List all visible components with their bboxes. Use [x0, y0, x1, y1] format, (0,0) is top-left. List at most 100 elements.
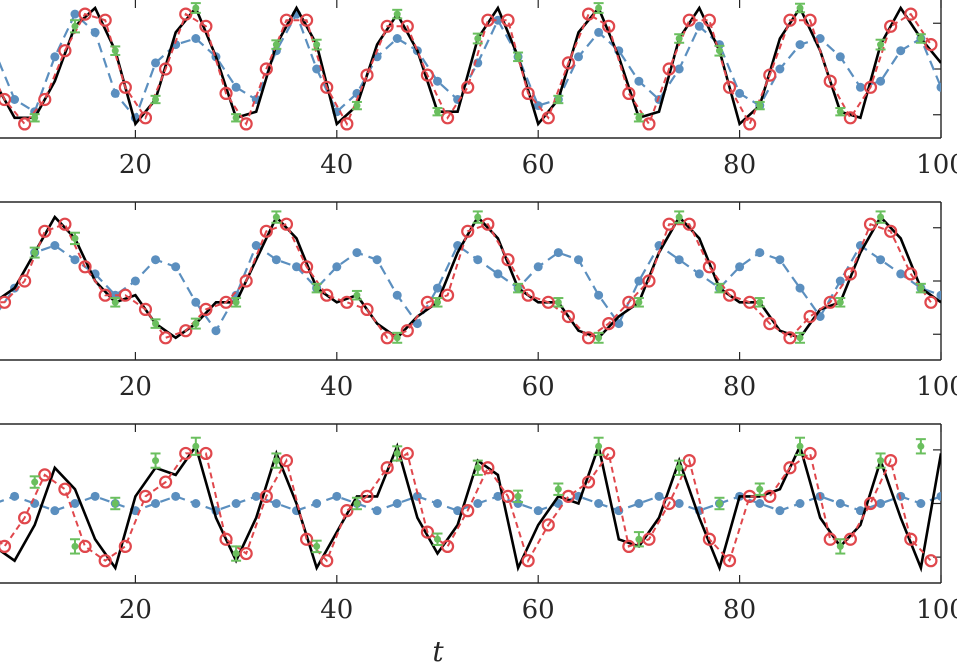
- errorbar-center: [272, 41, 280, 49]
- series-blue-point: [775, 255, 785, 265]
- errorbar-center: [272, 457, 280, 465]
- series-green-errorbar: [472, 459, 483, 476]
- errorbar-center: [836, 542, 844, 550]
- series-red-point: [461, 504, 475, 518]
- series-red-point: [823, 295, 837, 309]
- errorbar-center: [192, 320, 200, 328]
- series-blue-point: [171, 262, 181, 272]
- series-red-point: [884, 19, 898, 33]
- series-red-point: [259, 62, 273, 76]
- errorbar-center: [836, 108, 844, 116]
- series-red-point: [501, 13, 515, 27]
- series-red-point: [440, 111, 455, 125]
- series-red-point: [38, 224, 52, 238]
- series-green-errorbar: [311, 539, 322, 554]
- series-blue-point: [493, 491, 503, 501]
- series-blue-point: [251, 491, 261, 501]
- series-red-point: [501, 489, 515, 503]
- plot-area: [0, 210, 941, 345]
- series-red-point: [279, 13, 294, 27]
- series-red-point: [541, 518, 555, 532]
- series-red-point: [722, 288, 737, 302]
- errorbar-center: [554, 485, 562, 493]
- series-red-point: [400, 324, 414, 338]
- series-blue-point: [775, 506, 785, 516]
- errorbar-center: [877, 457, 885, 465]
- series-blue-point: [735, 88, 745, 98]
- series-blue-point: [896, 46, 906, 56]
- errorbar-center: [474, 464, 482, 472]
- errorbar-center: [393, 334, 401, 342]
- errorbar-center: [917, 35, 925, 42]
- errorbar-center: [796, 334, 804, 342]
- series-red-point: [78, 7, 92, 21]
- errorbar-center: [434, 298, 441, 306]
- errorbar-center: [152, 320, 160, 328]
- series-blue-point: [292, 262, 302, 272]
- errorbar-center: [514, 492, 522, 500]
- series-red-point: [219, 86, 233, 101]
- series-green-errorbar: [29, 113, 40, 123]
- series-blue-point: [90, 27, 100, 37]
- series-blue-point: [50, 241, 60, 250]
- series-green-errorbar: [553, 482, 564, 496]
- errorbar-center: [111, 47, 119, 55]
- errorbar-center: [393, 10, 401, 18]
- series-green-errorbar: [754, 482, 765, 496]
- series-blue-point: [171, 491, 181, 501]
- series-red-point: [481, 217, 495, 231]
- series-red-point: [461, 224, 475, 238]
- series-green-errorbar: [472, 210, 483, 224]
- x-tick-label: 80: [723, 595, 756, 625]
- series-blue-point: [473, 499, 483, 508]
- errorbar-center: [715, 500, 723, 507]
- series-blue-point: [835, 276, 845, 286]
- series-blue-point: [573, 255, 583, 265]
- errorbar-center: [715, 284, 723, 292]
- errorbar-center: [554, 298, 562, 306]
- series-red-point: [279, 217, 294, 231]
- series-green-errorbar: [392, 8, 403, 20]
- series-red-point: [179, 7, 193, 21]
- errorbar-center: [474, 213, 482, 221]
- series-red-line: [0, 450, 932, 564]
- series-green-errorbar: [875, 38, 886, 51]
- errorbar-center: [353, 500, 361, 507]
- series-blue-line: [0, 11, 941, 120]
- series-red-point: [743, 117, 757, 131]
- series-blue-point: [433, 76, 442, 86]
- series-red-point: [98, 288, 112, 302]
- series-green-errorbar: [754, 100, 765, 111]
- series-green-errorbar: [190, 317, 201, 330]
- series-red-point: [58, 44, 72, 58]
- series-green-errorbar: [271, 39, 282, 50]
- series-green-errorbar: [795, 436, 806, 456]
- series-blue-point: [191, 297, 201, 307]
- errorbar-center: [595, 442, 603, 450]
- series-red-point: [602, 317, 616, 331]
- series-red-point: [340, 117, 354, 131]
- series-blue-point: [433, 283, 442, 293]
- errorbar-center: [353, 291, 361, 299]
- errorbar-center: [836, 298, 844, 306]
- series-red-point: [118, 80, 132, 94]
- series-green-errorbar: [231, 545, 242, 562]
- errorbar-center: [152, 457, 160, 465]
- series-blue-point: [614, 319, 624, 329]
- series-blue-point: [493, 269, 503, 279]
- errorbar-center: [917, 442, 925, 450]
- series-red-point: [743, 295, 757, 309]
- series-blue-point: [372, 255, 382, 265]
- errorbar-center: [71, 542, 79, 550]
- series-red-point: [803, 13, 817, 27]
- series-red-point: [179, 446, 193, 461]
- x-tick-label: 80: [723, 372, 756, 402]
- series-red-point: [98, 554, 112, 568]
- series-blue-point: [372, 506, 382, 516]
- errorbar-center: [877, 41, 885, 49]
- series-red-point: [662, 62, 676, 76]
- series-red-point: [78, 260, 92, 274]
- series-blue-point: [674, 64, 684, 74]
- series-red-point: [118, 288, 132, 302]
